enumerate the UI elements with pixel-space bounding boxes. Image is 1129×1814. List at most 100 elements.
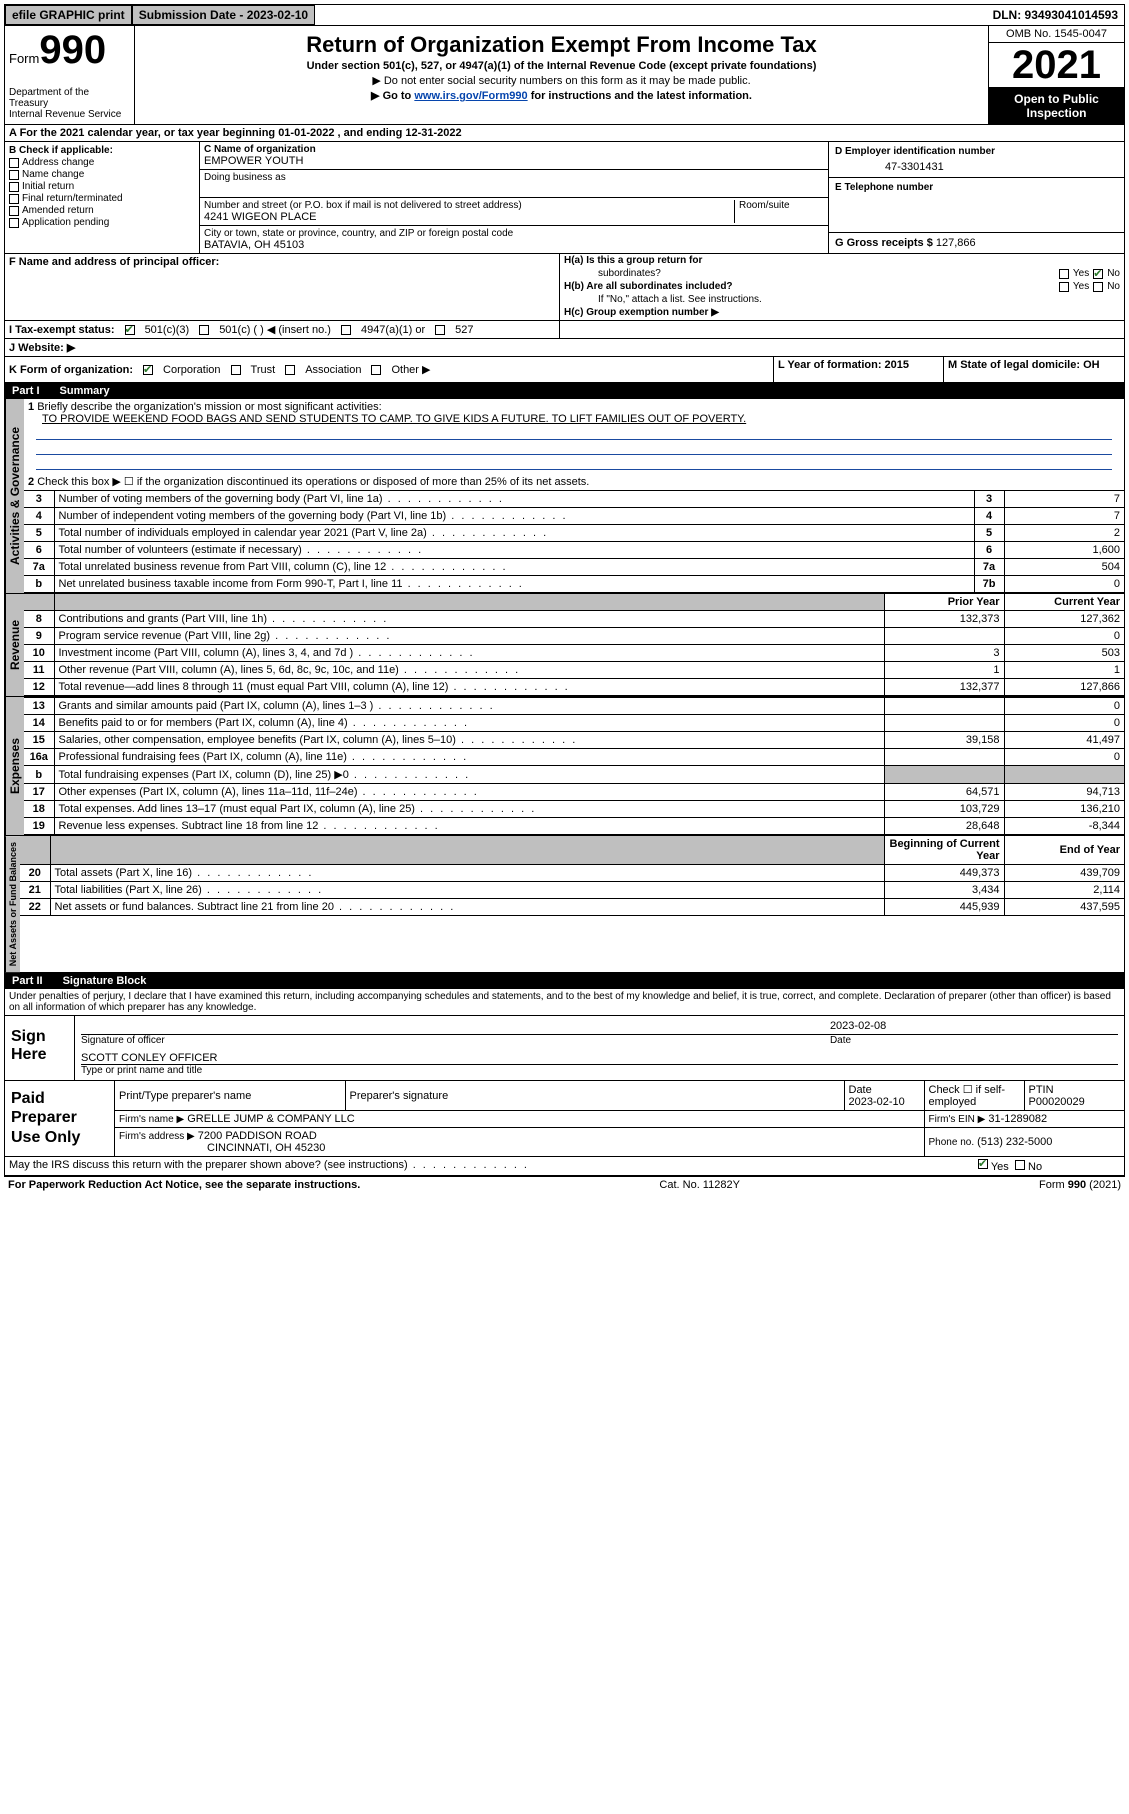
cb-amended-return[interactable] (9, 206, 19, 216)
no: No (1028, 1161, 1042, 1173)
k-label: K Form of organization: (9, 364, 133, 376)
room-label: Room/suite (734, 200, 824, 223)
cb-501c3[interactable] (125, 325, 135, 335)
city-label: City or town, state or province, country… (204, 228, 824, 239)
expenses-table: 13Grants and similar amounts paid (Part … (24, 697, 1124, 835)
sig-date-val: 2023-02-08 (830, 1020, 1118, 1032)
cb-corp[interactable] (143, 365, 153, 375)
efile-print-button[interactable]: efile GRAPHIC print (5, 5, 132, 25)
cb-initial-return[interactable] (9, 182, 19, 192)
c-name-label: C Name of organization (204, 144, 824, 155)
ein-value: 47-3301431 (835, 157, 1118, 173)
col-prior: Prior Year (884, 594, 1004, 611)
cb-trust[interactable] (231, 365, 241, 375)
cb-label: Name change (22, 169, 84, 180)
tax-year: 2021 (989, 43, 1124, 87)
cb-label: Final return/terminated (22, 193, 123, 204)
table-row: 15Salaries, other compensation, employee… (24, 732, 1124, 749)
opt: Trust (251, 364, 276, 376)
no-label: No (1107, 268, 1120, 279)
d-e-g-block: D Employer identification number 47-3301… (829, 142, 1124, 253)
header-right: OMB No. 1545-0047 2021 Open to Public In… (989, 26, 1124, 124)
cb-ha-yes[interactable] (1059, 269, 1069, 279)
h2: Date (849, 1084, 872, 1096)
cb-hb-yes[interactable] (1059, 282, 1069, 292)
vtab-revenue: Revenue (5, 594, 24, 696)
q2: Check this box ▶ ☐ if the organization d… (37, 476, 589, 488)
b-label: B Check if applicable: (9, 145, 195, 156)
ptin: P00020029 (1029, 1096, 1085, 1108)
cb-application-pending[interactable] (9, 218, 19, 228)
check-if-applicable: B Check if applicable: Address change Na… (5, 142, 200, 253)
phone-l: Phone no. (929, 1137, 975, 1148)
net-assets-table: Beginning of Current Year End of Year 20… (20, 836, 1124, 916)
yes-label: Yes (1073, 268, 1089, 279)
cb-label: Initial return (22, 181, 74, 192)
table-row: 8Contributions and grants (Part VIII, li… (24, 611, 1124, 628)
submission-date-button[interactable]: Submission Date - 2023-02-10 (132, 5, 315, 25)
table-row: 19Revenue less expenses. Subtract line 1… (24, 818, 1124, 835)
may-discuss-row: May the IRS discuss this return with the… (4, 1157, 1125, 1176)
check-self: Check ☐ if self-employed (924, 1081, 1024, 1111)
m-label: M State of legal domicile: OH (944, 357, 1124, 382)
form-id-block: Form990 Department of the Treasury Inter… (5, 26, 135, 124)
yes: Yes (991, 1161, 1009, 1173)
sig-officer-label: Signature of officer (81, 1035, 830, 1046)
cb-ha-no[interactable] (1093, 269, 1103, 279)
h1: Preparer's signature (345, 1081, 844, 1111)
inspection-badge: Open to Public Inspection (989, 87, 1124, 124)
table-row: bTotal fundraising expenses (Part IX, co… (24, 766, 1124, 784)
subtitle-2: ▶ Do not enter social security numbers o… (141, 74, 982, 87)
sign-here-label: Sign Here (5, 1016, 75, 1080)
cb-may-yes[interactable] (978, 1159, 988, 1169)
sign-here-block: Sign Here 2023-02-08 Signature of office… (4, 1016, 1125, 1081)
table-row: 11Other revenue (Part VIII, column (A), … (24, 662, 1124, 679)
firm-addr2: CINCINNATI, OH 45230 (207, 1142, 325, 1154)
cb-4947[interactable] (341, 325, 351, 335)
opt: Other ▶ (391, 363, 430, 376)
org-name: EMPOWER YOUTH (204, 155, 824, 167)
cb-final-return[interactable] (9, 194, 19, 204)
col-begin: Beginning of Current Year (884, 836, 1004, 865)
form-title: Return of Organization Exempt From Incom… (141, 32, 982, 58)
table-row: 3Number of voting members of the governi… (24, 491, 1124, 508)
cb-may-no[interactable] (1015, 1160, 1025, 1170)
cb-label: Application pending (22, 217, 109, 228)
cb-assoc[interactable] (285, 365, 295, 375)
cb-address-change[interactable] (9, 158, 19, 168)
table-row: 21Total liabilities (Part X, line 26)3,4… (20, 882, 1124, 899)
city-value: BATAVIA, OH 45103 (204, 239, 824, 251)
entity-block: B Check if applicable: Address change Na… (4, 142, 1125, 254)
cb-527[interactable] (435, 325, 445, 335)
table-row: 16aProfessional fundraising fees (Part I… (24, 749, 1124, 766)
col-end: End of Year (1004, 836, 1124, 865)
addr-label: Number and street (or P.O. box if mail i… (204, 200, 734, 211)
cb-other[interactable] (371, 365, 381, 375)
table-row: 10Investment income (Part VIII, column (… (24, 645, 1124, 662)
revenue-table: Prior Year Current Year 8Contributions a… (24, 594, 1124, 696)
opt: Corporation (163, 364, 220, 376)
e-label: E Telephone number (835, 182, 1118, 193)
part-title: Summary (60, 385, 110, 397)
expenses-section: Expenses 13Grants and similar amounts pa… (4, 696, 1125, 835)
j-label: J Website: ▶ (5, 339, 1124, 356)
cb-hb-no[interactable] (1093, 282, 1103, 292)
date-label: Date (830, 1035, 1118, 1046)
vtab-expenses: Expenses (5, 697, 24, 835)
table-row: 7aTotal unrelated business revenue from … (24, 559, 1124, 576)
irs-link[interactable]: www.irs.gov/Form990 (414, 90, 527, 102)
phone-val: (513) 232-5000 (977, 1136, 1052, 1148)
paid-preparer-label: Paid Preparer Use Only (5, 1081, 115, 1156)
omb-number: OMB No. 1545-0047 (989, 26, 1124, 43)
cb-501c[interactable] (199, 325, 209, 335)
cb-name-change[interactable] (9, 170, 19, 180)
may-q: May the IRS discuss this return with the… (9, 1159, 408, 1171)
table-row: 18Total expenses. Add lines 13–17 (must … (24, 801, 1124, 818)
hb-note: If "No," attach a list. See instructions… (598, 294, 762, 305)
part-title: Signature Block (63, 975, 147, 987)
page-footer: For Paperwork Reduction Act Notice, see … (4, 1176, 1125, 1193)
table-row: 9Program service revenue (Part VIII, lin… (24, 628, 1124, 645)
col-current: Current Year (1004, 594, 1124, 611)
table-row: 22Net assets or fund balances. Subtract … (20, 899, 1124, 916)
footer-mid: Cat. No. 11282Y (659, 1179, 740, 1191)
